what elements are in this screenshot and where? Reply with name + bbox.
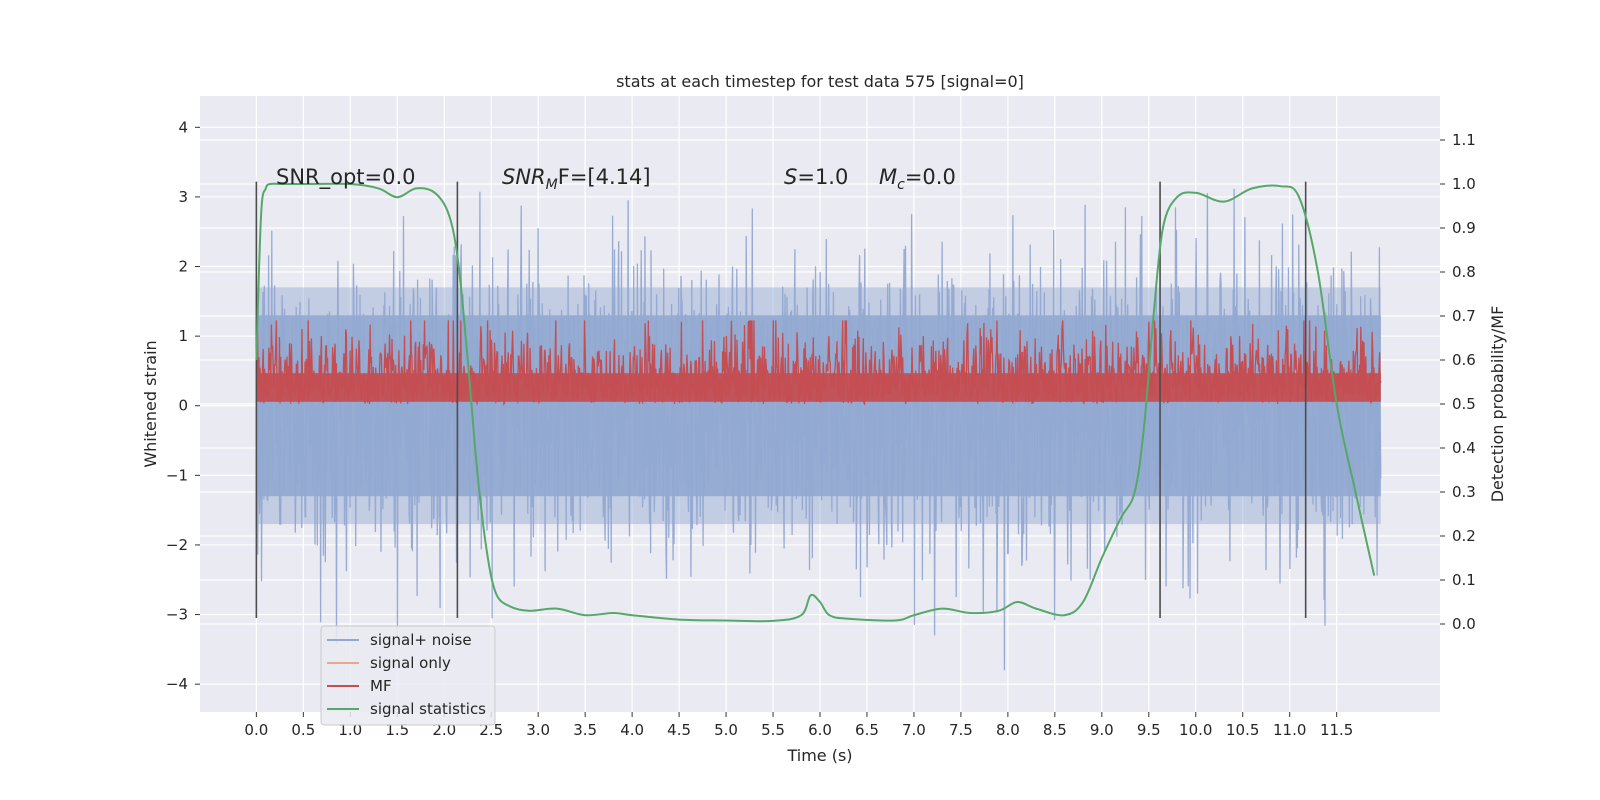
y-tick-label: −1 xyxy=(166,466,188,484)
x-tick-label: 0.5 xyxy=(291,721,315,739)
vertical-markers xyxy=(255,181,1376,623)
y-right-tick-label: 0.4 xyxy=(1452,439,1476,457)
annotation-snr-mf: SNRMF=[4.14] xyxy=(502,165,651,193)
legend-label-signal-noise: signal+ noise xyxy=(370,631,472,649)
y-right-tick-label: 0.8 xyxy=(1452,263,1476,281)
x-tick-label: 10.5 xyxy=(1226,721,1259,739)
x-tick-label: 5.5 xyxy=(761,721,785,739)
y-axis-label: Whitened strain xyxy=(141,340,160,467)
annotation-s-var: S xyxy=(784,165,797,189)
y-right-tick-label: 0.2 xyxy=(1452,527,1476,545)
x-tick-label: 11.5 xyxy=(1320,721,1353,739)
annotation-snr-opt: SNR_opt=0.0 xyxy=(276,165,416,190)
legend-label-mf: MF xyxy=(370,677,392,695)
y-axis-label-right: Detection probability/MF xyxy=(1488,306,1507,503)
series-signal-noise-band-outer xyxy=(256,287,1381,525)
legend-label-signal-only: signal only xyxy=(370,654,451,672)
legend-label-signal-statistics: signal statistics xyxy=(370,700,486,718)
annotation-mc-rest: =0.0 xyxy=(905,165,956,189)
y-tick-label: 4 xyxy=(178,118,188,136)
annotation-mc-var: M xyxy=(879,165,897,189)
annotation-mc: Mc=0.0 xyxy=(879,165,956,193)
y-tick-label: 1 xyxy=(178,327,188,345)
annotation-s: S=1.0 xyxy=(784,165,848,189)
y-right-tick-label: 1.1 xyxy=(1452,131,1476,149)
y-tick-label: −3 xyxy=(166,606,188,624)
x-tick-label: 3.0 xyxy=(526,721,550,739)
y-right-tick-label: 0.9 xyxy=(1452,219,1476,237)
y-right-tick-label: 0.5 xyxy=(1452,395,1476,413)
x-tick-label: 3.5 xyxy=(573,721,597,739)
y-tick-label: −4 xyxy=(166,675,188,693)
x-tick-label: 10.0 xyxy=(1179,721,1212,739)
y-tick-label: 3 xyxy=(178,188,188,206)
x-tick-label: 9.5 xyxy=(1137,721,1161,739)
y-right-tick-label: 0.7 xyxy=(1452,307,1476,325)
x-tick-label: 11.0 xyxy=(1273,721,1306,739)
x-tick-label: 4.0 xyxy=(620,721,644,739)
x-axis-label: Time (s) xyxy=(786,746,852,765)
x-tick-label: 7.0 xyxy=(902,721,926,739)
y-tick-label: 2 xyxy=(178,258,188,276)
x-tick-label: 7.5 xyxy=(949,721,973,739)
y-right-tick-label: 0.1 xyxy=(1452,571,1476,589)
x-tick-label: 8.0 xyxy=(996,721,1020,739)
chart-title: stats at each timestep for test data 575… xyxy=(616,72,1024,91)
x-tick-label: 6.5 xyxy=(855,721,879,739)
x-tick-label: 9.0 xyxy=(1090,721,1114,739)
series-signal-statistics xyxy=(255,182,1376,623)
y-tick-label: 0 xyxy=(178,397,188,415)
annotation-s-rest: =1.0 xyxy=(797,165,848,189)
annotation-snr-mf-sub: M xyxy=(546,177,558,193)
x-tick-label: 0.0 xyxy=(244,721,268,739)
ticks: 0.0 0.5 1.0 1.5 2.0 2.5 3.0 3.5 4.0 4.5 5.0 5.5 6.0 6… xyxy=(166,118,1476,739)
annotation-snr-mf-rest: F=[4.14] xyxy=(558,165,651,189)
x-tick-label: 4.5 xyxy=(667,721,691,739)
legend-box xyxy=(320,625,496,726)
annotation-mc-sub: c xyxy=(897,177,905,193)
y-right-tick-label: 1.0 xyxy=(1452,175,1476,193)
y-right-tick-label: 0.0 xyxy=(1452,615,1476,633)
x-tick-label: 6.0 xyxy=(808,721,832,739)
x-tick-label: 5.0 xyxy=(714,721,738,739)
legend: signal+ noise signal only MF signal stat… xyxy=(320,625,496,726)
annotation-snr-mf-main: SNR xyxy=(502,165,546,189)
x-tick-label: 8.5 xyxy=(1043,721,1067,739)
series-layer xyxy=(255,188,1382,671)
series-mf xyxy=(255,320,1382,406)
y-right-tick-label: 0.3 xyxy=(1452,483,1476,501)
y-right-tick-label: 0.6 xyxy=(1452,351,1476,369)
y-tick-label: −2 xyxy=(166,536,188,554)
